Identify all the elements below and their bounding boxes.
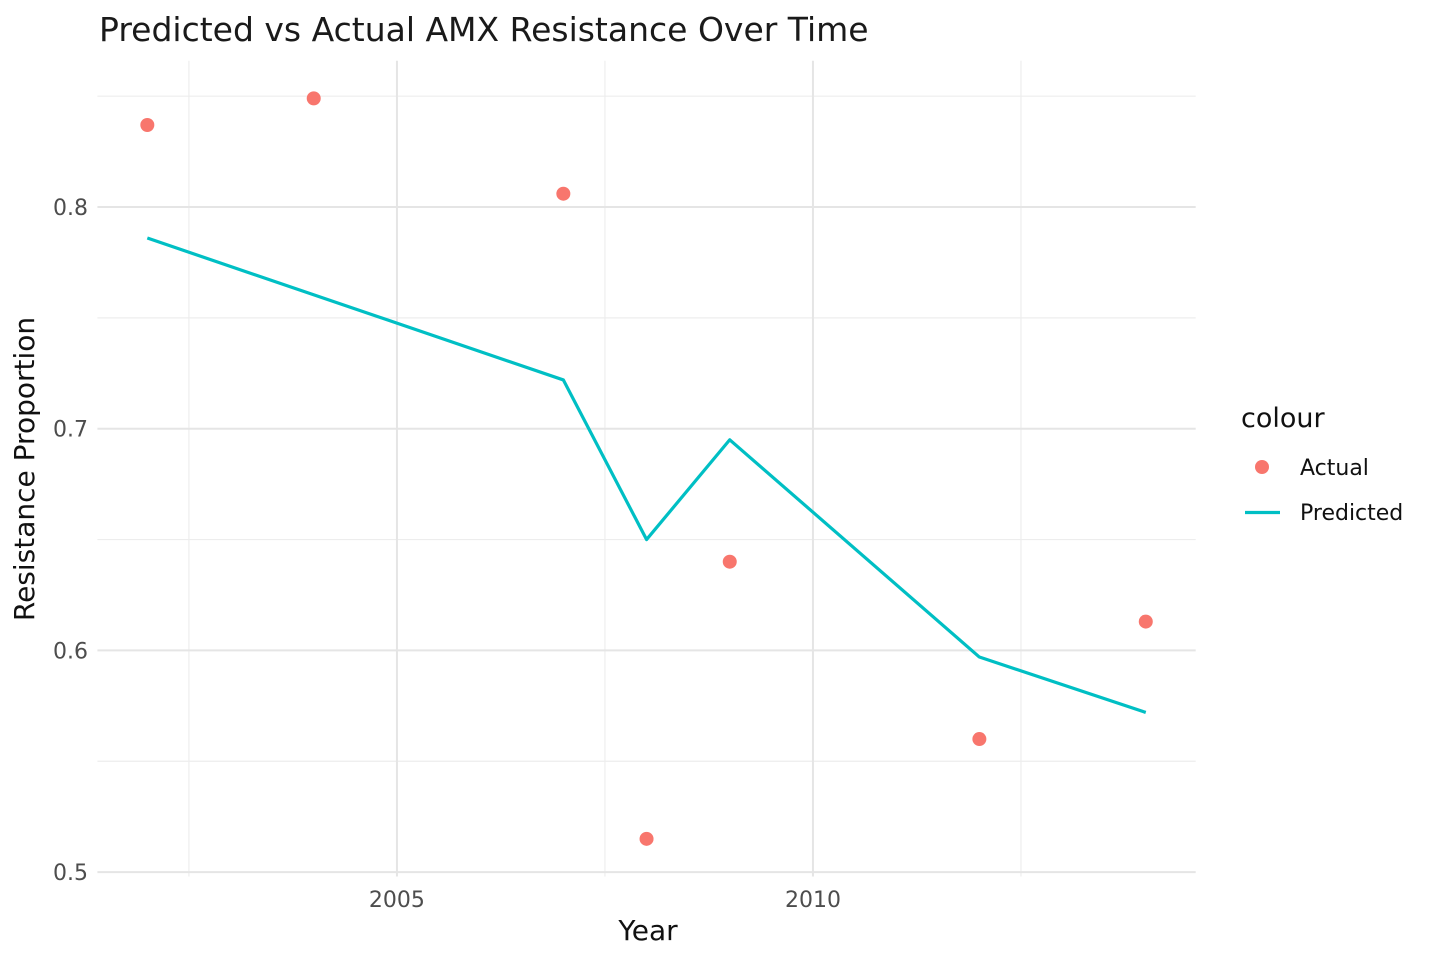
y-tick-label: 0.6 bbox=[53, 639, 88, 664]
y-axis-title: Resistance Proportion bbox=[8, 317, 41, 621]
y-tick-label: 0.7 bbox=[53, 418, 88, 443]
legend-key-actual-point-icon bbox=[1255, 460, 1269, 474]
actual-point bbox=[972, 732, 987, 747]
x-axis-tick-labels: 2005 2010 bbox=[369, 888, 841, 913]
x-tick-label: 2010 bbox=[785, 888, 841, 913]
y-tick-label: 0.5 bbox=[53, 861, 88, 886]
actual-point bbox=[639, 831, 654, 846]
series-layer bbox=[140, 91, 1153, 846]
actual-point bbox=[140, 117, 155, 132]
x-axis-title: Year bbox=[617, 914, 678, 947]
chart-title: Predicted vs Actual AMX Resistance Over … bbox=[99, 10, 869, 49]
predicted-line bbox=[146, 236, 1147, 714]
legend: colour Actual Predicted bbox=[1241, 403, 1403, 526]
x-tick-label: 2005 bbox=[369, 888, 425, 913]
actual-point bbox=[722, 554, 737, 569]
gridlines bbox=[97, 60, 1196, 877]
actual-point bbox=[556, 186, 571, 201]
legend-label-predicted: Predicted bbox=[1300, 501, 1403, 526]
y-tick-label: 0.8 bbox=[53, 196, 88, 221]
actual-point bbox=[306, 91, 321, 106]
y-axis-tick-labels: 0.5 0.6 0.7 0.8 bbox=[53, 196, 88, 886]
legend-title: colour bbox=[1241, 403, 1325, 434]
legend-label-actual: Actual bbox=[1300, 456, 1369, 481]
actual-point bbox=[1138, 614, 1153, 629]
